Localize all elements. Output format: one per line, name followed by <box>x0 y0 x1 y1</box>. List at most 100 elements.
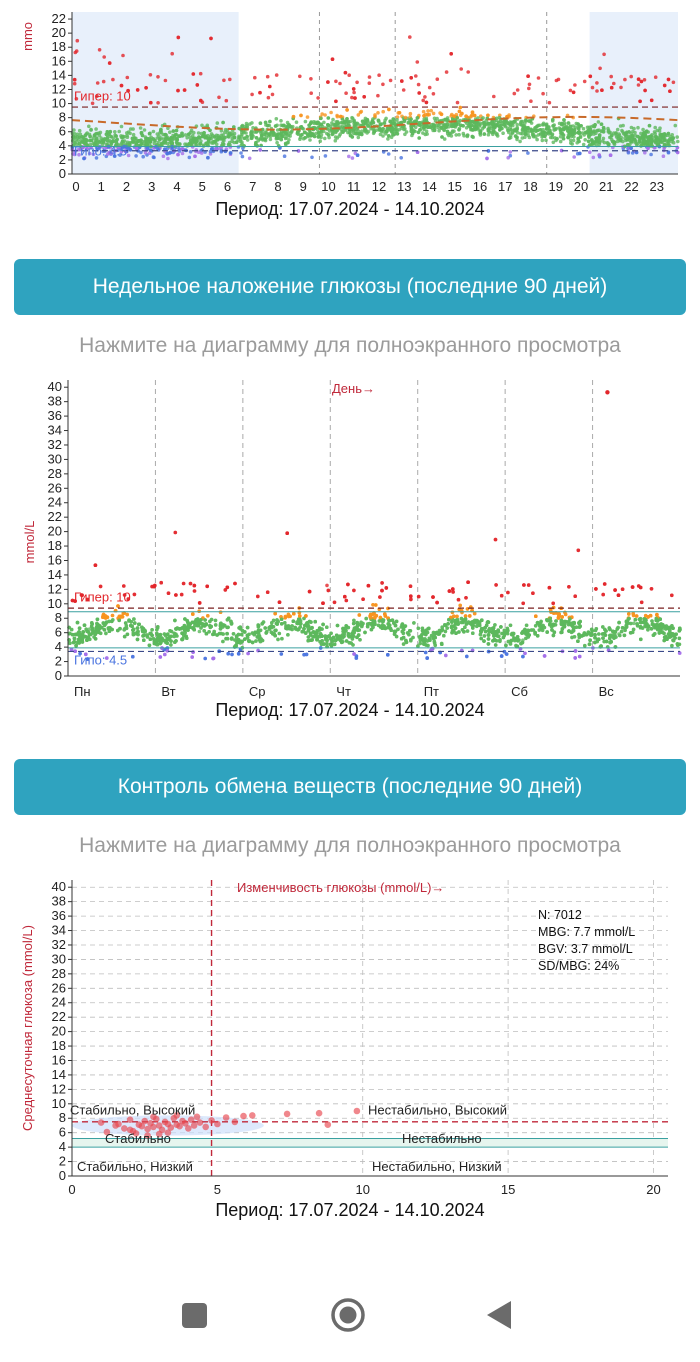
daily-point <box>636 135 640 139</box>
daily-point <box>233 136 237 140</box>
daily-point <box>102 55 106 59</box>
daily-point <box>602 126 606 130</box>
daily-point <box>164 79 168 83</box>
weekly-point <box>167 591 171 595</box>
daily-point <box>621 124 625 128</box>
daily-point <box>432 112 436 116</box>
daily-point <box>254 141 258 145</box>
daily-point <box>286 141 290 145</box>
daily-point <box>459 67 463 71</box>
daily-point <box>577 131 581 135</box>
daily-point <box>156 101 160 105</box>
weekly-point <box>246 652 250 656</box>
daily-point <box>213 135 217 139</box>
daily-point <box>268 120 272 124</box>
daily-point <box>612 82 616 86</box>
daily-point <box>583 138 587 142</box>
daily-point <box>407 121 411 125</box>
daily-point <box>223 136 227 140</box>
daily-point <box>592 156 596 160</box>
daily-point <box>553 136 557 140</box>
daily-point <box>284 136 288 140</box>
daily-point <box>625 131 629 135</box>
daily-point <box>595 89 599 93</box>
weekly-overlay-banner[interactable]: Недельное наложение глюкозы (последние 9… <box>14 259 686 315</box>
daily-xtick-label: 7 <box>249 179 256 194</box>
daily-point <box>295 120 299 124</box>
daily-point <box>618 134 622 138</box>
daily-point <box>345 108 349 112</box>
daily-point <box>459 106 463 110</box>
daily-point <box>571 133 575 137</box>
daily-point <box>177 36 181 40</box>
daily-point <box>482 121 486 125</box>
daily-point <box>334 80 338 84</box>
daily-point <box>338 82 342 86</box>
daily-point <box>387 152 391 156</box>
daily-point <box>381 83 385 87</box>
daily-point <box>462 134 466 138</box>
daily-point <box>454 133 458 137</box>
daily-point <box>573 83 577 87</box>
daily-xtick-label: 5 <box>199 179 206 194</box>
daily-point <box>654 135 658 139</box>
daily-point <box>537 76 541 80</box>
daily-point <box>606 141 610 145</box>
daily-ytick-label: 0 <box>59 166 66 181</box>
daily-point <box>253 76 257 80</box>
daily-point <box>176 153 180 157</box>
daily-point <box>360 133 364 137</box>
daily-point <box>111 140 115 144</box>
daily-point <box>639 144 643 148</box>
weekly-point <box>650 587 654 591</box>
daily-point <box>317 134 321 138</box>
daily-xtick-label: 9 <box>300 179 307 194</box>
daily-point <box>483 132 487 136</box>
daily-point <box>395 118 399 122</box>
daily-point <box>593 125 597 129</box>
daily-point <box>259 132 263 136</box>
daily-point <box>120 125 124 129</box>
daily-point <box>78 136 82 140</box>
daily-point <box>201 135 205 139</box>
daily-point <box>334 100 338 104</box>
daily-point <box>541 139 545 143</box>
daily-xtick-label: 4 <box>173 179 180 194</box>
daily-point <box>531 129 535 133</box>
daily-point <box>271 93 275 97</box>
weekly-point <box>670 594 674 598</box>
daily-point <box>523 130 527 134</box>
daily-point <box>559 129 563 133</box>
daily-point <box>90 139 94 143</box>
daily-point <box>117 130 121 134</box>
daily-point <box>440 126 444 130</box>
daily-point <box>361 120 365 124</box>
daily-point <box>497 120 501 124</box>
daily-point <box>513 92 517 96</box>
daily-point <box>128 141 132 145</box>
daily-point <box>141 155 145 159</box>
daily-point <box>442 128 446 132</box>
daily-point <box>526 74 530 78</box>
daily-point <box>425 132 429 136</box>
daily-point <box>381 127 385 131</box>
daily-point <box>136 88 140 92</box>
daily-point <box>602 53 606 57</box>
daily-point <box>389 120 393 124</box>
daily-point <box>551 124 555 128</box>
daily-point <box>625 138 629 142</box>
daily-point <box>169 136 173 140</box>
daily-point <box>468 125 472 129</box>
daily-point <box>423 125 427 129</box>
daily-point <box>175 129 179 133</box>
daily-point <box>418 121 422 125</box>
daily-xtick-label: 2 <box>123 179 130 194</box>
daily-point <box>598 67 602 71</box>
daily-point <box>352 120 356 124</box>
weekly-point <box>380 581 384 585</box>
daily-point <box>399 156 403 160</box>
daily-point <box>164 137 168 141</box>
daily-point <box>350 116 354 120</box>
